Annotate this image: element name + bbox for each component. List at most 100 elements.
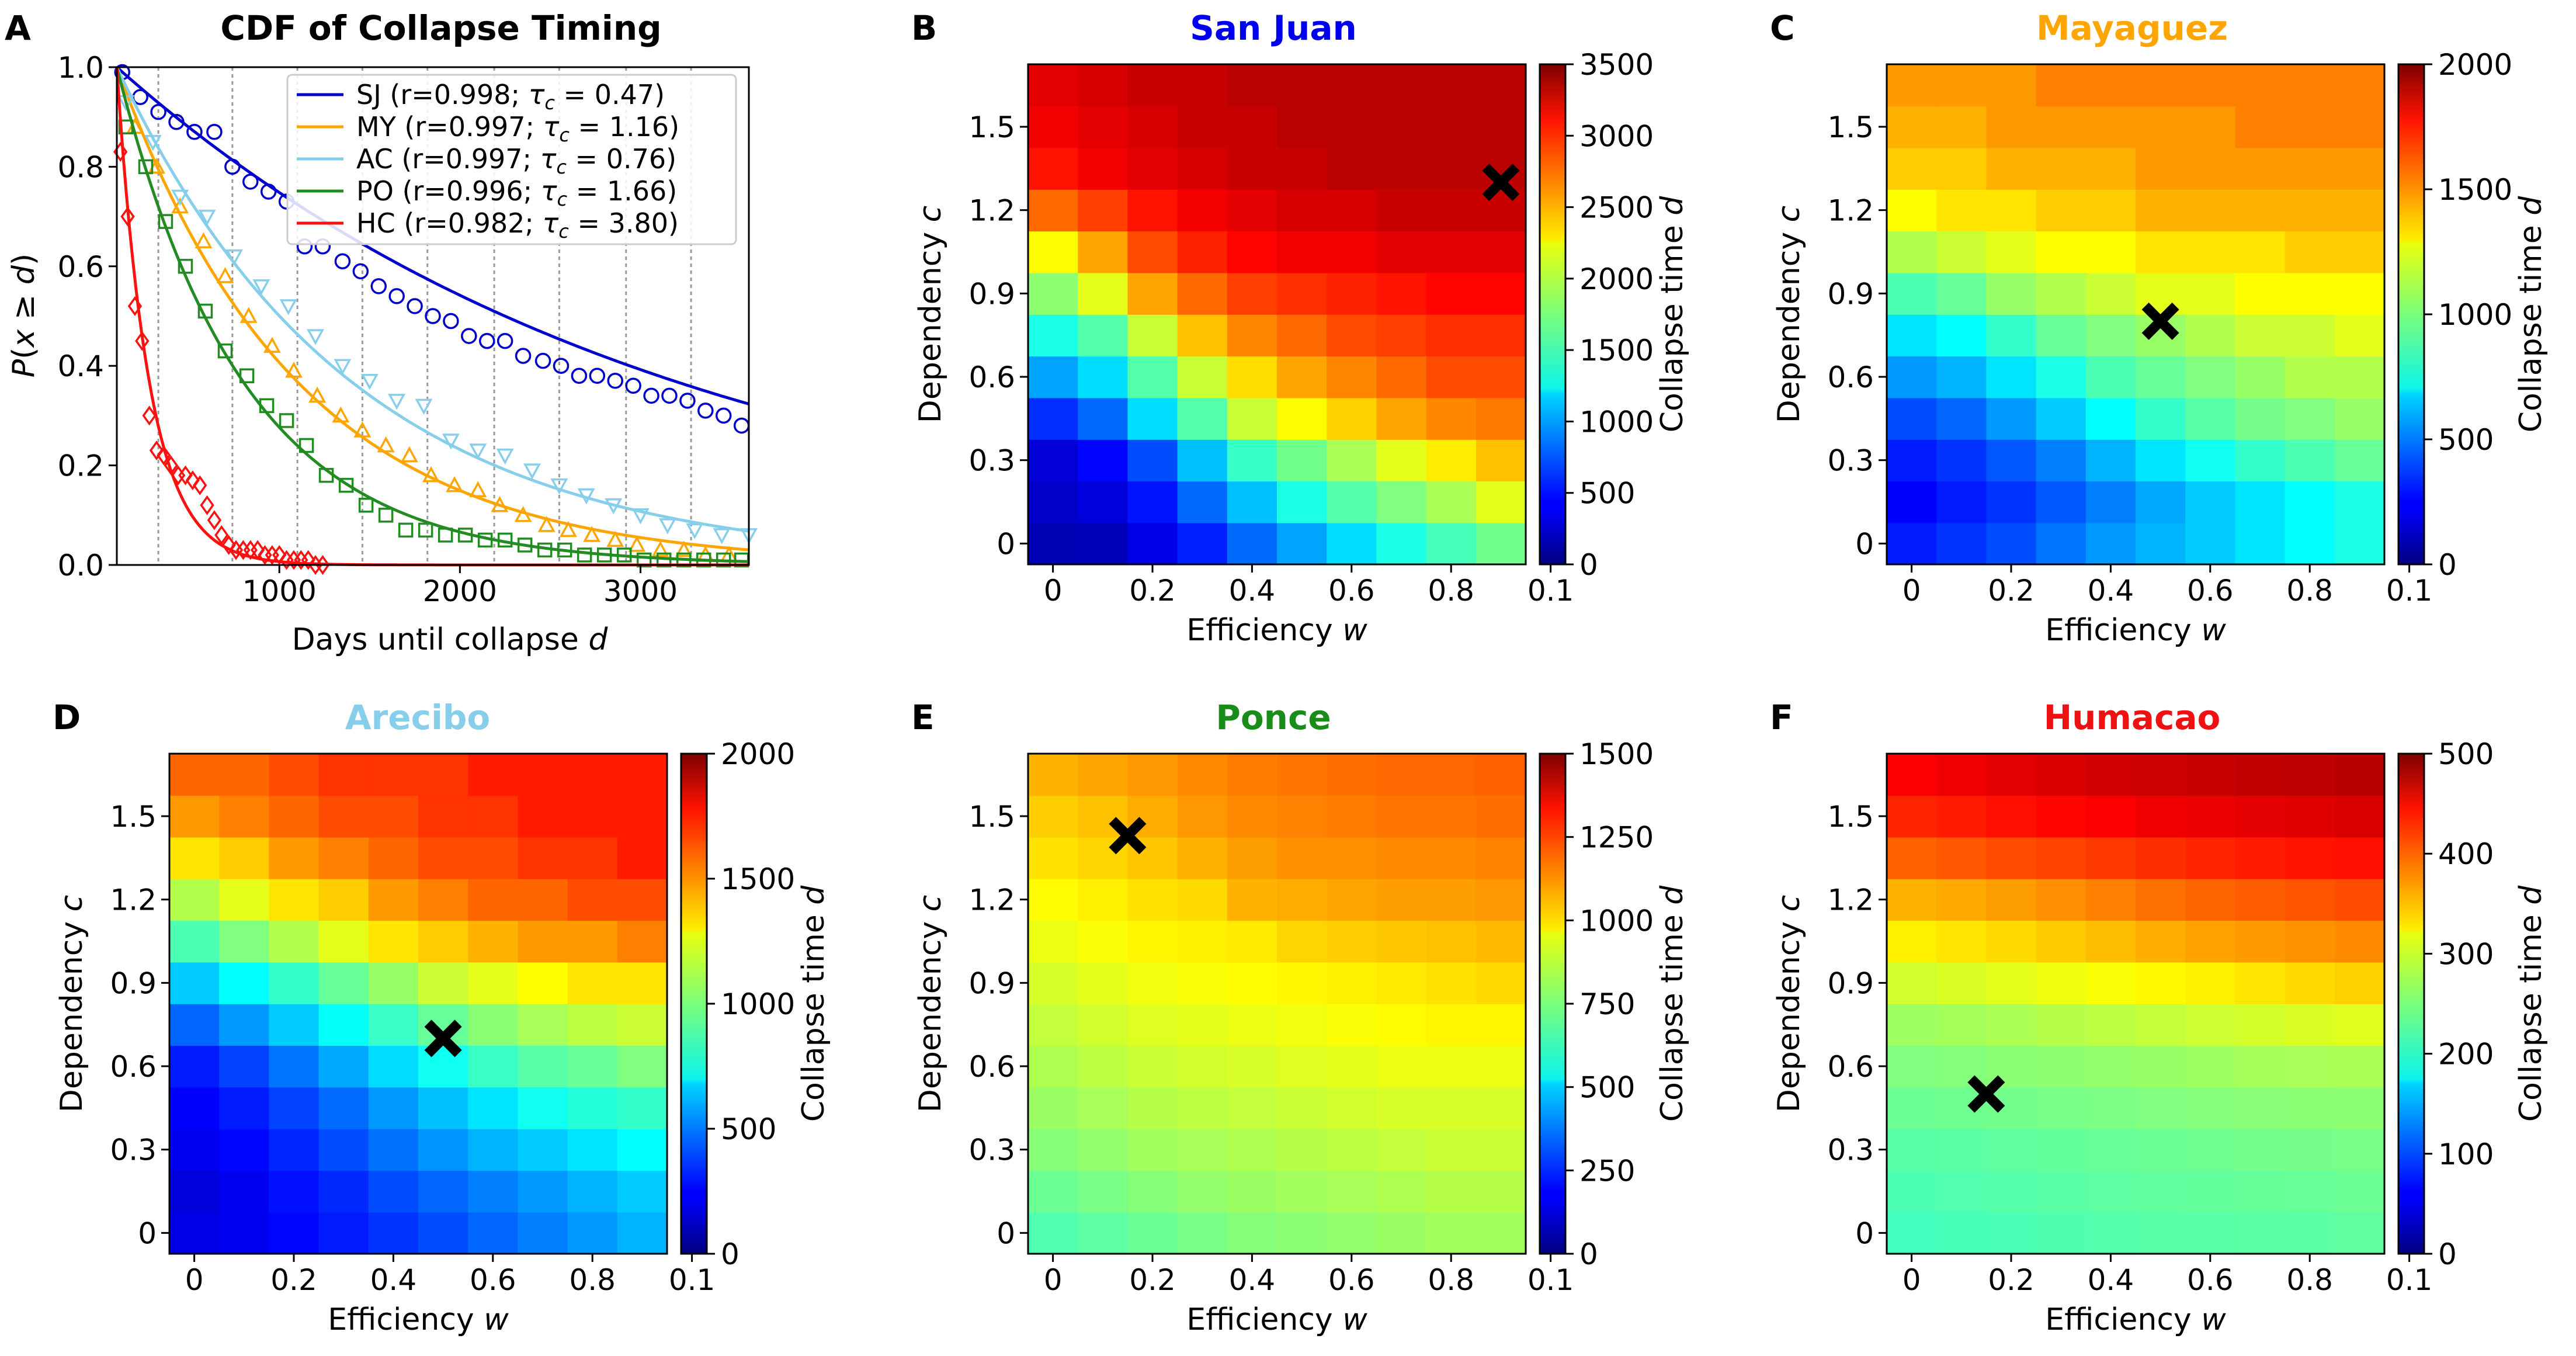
heatmap-cell: [518, 754, 568, 796]
heatmap-cell: [418, 1212, 468, 1254]
heatmap-cell: [468, 1004, 519, 1046]
heatmap-cell: [468, 1212, 519, 1254]
heatmap-cell: [1986, 272, 2037, 315]
heatmap-cell: [269, 837, 320, 879]
heatmap-cell: [1887, 1212, 1937, 1254]
marker-sj: [534, 352, 551, 369]
colorbar-tick-label: 750: [1579, 987, 1635, 1021]
heatmap-cell: [2235, 1087, 2286, 1129]
y-axis-label-symbol: c: [913, 206, 948, 223]
y-axis-label: Dependency c: [913, 206, 948, 423]
heatmap-cell: [1376, 481, 1427, 523]
heatmap-cell: [1887, 106, 1937, 148]
heatmap-cell: [2085, 314, 2136, 357]
y-axis-label: Dependency c: [54, 895, 89, 1112]
marker-my: [514, 506, 532, 522]
marker-my: [446, 476, 464, 493]
marker-sj: [425, 308, 441, 324]
heatmap-cell: [518, 879, 568, 921]
colorbar: [680, 752, 708, 1255]
colorbar-label-symbol: d: [1655, 885, 1690, 905]
x-axis-label: Efficiency w: [328, 1302, 509, 1337]
legend-box: [286, 74, 737, 245]
heatmap-cell: [2085, 754, 2136, 796]
heatmap-cell: [2235, 837, 2286, 879]
panel-b-title: San Juan: [1190, 8, 1357, 48]
y-axis-label-symbol: c: [1772, 206, 1807, 223]
marker-po: [477, 532, 493, 548]
heatmap-cell: [2285, 1004, 2335, 1046]
heatmap-cell: [1887, 1045, 1937, 1088]
colorbar-label-symbol: d: [2513, 885, 2549, 905]
heatmap-cell: [1227, 147, 1277, 190]
heatmap-cell: [617, 754, 668, 796]
heatmap-cell: [1426, 1129, 1477, 1171]
heatmap-cell: [1327, 481, 1377, 523]
x-tick-label: 0.8: [569, 1263, 616, 1297]
heatmap-cell: [1376, 106, 1427, 148]
heatmap-cell: [1986, 1212, 2037, 1254]
heatmap-cell: [269, 795, 320, 838]
heatmap-cell: [1986, 837, 2037, 879]
heatmap-cell: [1986, 920, 2037, 963]
heatmap-cell: [2085, 231, 2136, 273]
x-axis-label-symbol: w: [2201, 1302, 2226, 1337]
heatmap-cell: [318, 962, 369, 1004]
heatmap-cell: [2036, 1045, 2087, 1088]
heatmap-cell: [1078, 439, 1129, 482]
heatmap-cell: [2185, 439, 2236, 482]
heatmap-cell: [2334, 522, 2385, 565]
x-axis-label-symbol: w: [1342, 613, 1367, 648]
heatmap-cell: [1887, 795, 1937, 838]
marker-hc: [272, 545, 287, 565]
heatmap-cell: [567, 795, 618, 838]
y-tick-label: 0.3: [1827, 1133, 1874, 1167]
heatmap-cell: [1986, 439, 2037, 482]
marker-po: [557, 542, 572, 558]
heatmap-cell: [2085, 147, 2136, 190]
heatmap-cell: [518, 795, 568, 838]
heatmap-cell: [1887, 1129, 1937, 1171]
heatmap-cell: [1986, 962, 2037, 1004]
heatmap-cell: [2185, 147, 2236, 190]
y-tick-label: 0.6: [1827, 360, 1874, 394]
heatmap-cell: [2036, 1170, 2087, 1213]
y-tick-label: 1.2: [968, 883, 1015, 917]
heatmap-cell: [617, 879, 668, 921]
heatmap-cell: [1327, 106, 1377, 148]
marker-sj: [478, 332, 495, 349]
heatmap-cell: [368, 754, 419, 796]
heatmap-cell: [2285, 439, 2335, 482]
heatmap-cell: [1227, 1170, 1277, 1213]
heatmap-cell: [2334, 1087, 2385, 1129]
heatmap-cell: [318, 754, 369, 796]
heatmap-cell: [2285, 64, 2335, 107]
colorbar-label: Collapse time d: [2513, 196, 2549, 433]
x-axis-label: Efficiency w: [1186, 1302, 1367, 1337]
marker-my: [216, 267, 234, 283]
heatmap-cell: [1887, 356, 1937, 398]
y-tick-label: 0.9: [968, 277, 1015, 311]
heatmap-cell: [468, 879, 519, 921]
heatmap-cell: [1476, 272, 1526, 315]
heatmap-cell: [169, 1045, 220, 1088]
heatmap-cell: [1028, 1045, 1078, 1088]
marker-po: [616, 547, 632, 563]
heatmap-cell: [2285, 879, 2335, 921]
heatmap-cell: [1078, 962, 1129, 1004]
y-tick-label: 0.2: [57, 449, 104, 483]
heatmap-cell: [1327, 962, 1377, 1004]
heatmap-cell: [2285, 189, 2335, 232]
marker-ac: [307, 329, 325, 345]
marker-hc: [301, 550, 315, 570]
heatmap-cell: [2036, 147, 2087, 190]
tau-symbol: τ: [540, 143, 557, 175]
legend-tau-value: = 1.66): [567, 175, 677, 207]
heatmap-cell: [1127, 1129, 1178, 1171]
x-tick-label: 0.1: [2386, 1263, 2433, 1297]
marker-ac: [225, 249, 243, 266]
heatmap-cell: [1127, 64, 1178, 107]
marker-po: [239, 368, 255, 383]
heatmap-cell: [1936, 64, 1987, 107]
heatmap-cell: [2085, 64, 2136, 107]
